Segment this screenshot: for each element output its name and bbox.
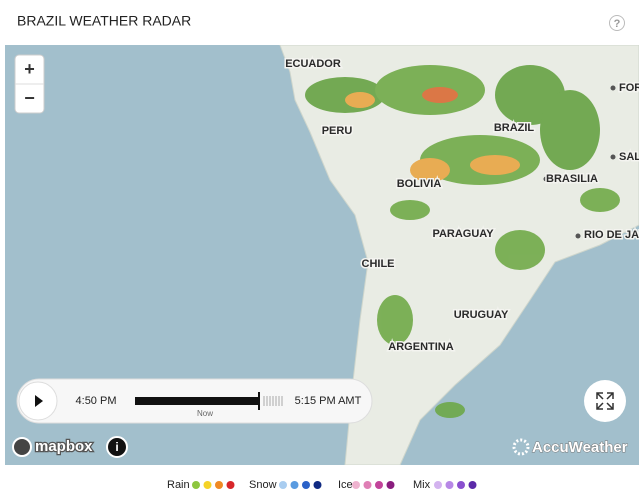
city-dot <box>575 233 581 239</box>
map-label: FOR <box>619 82 639 94</box>
legend-swatch <box>375 481 383 489</box>
legend-label: Snow <box>249 479 277 491</box>
mapbox-logo[interactable] <box>12 437 32 457</box>
map-label: BRASILIA <box>546 173 598 185</box>
legend-label: Mix <box>413 479 431 491</box>
title: BRAZIL WEATHER RADAR <box>17 13 191 29</box>
play-icon[interactable] <box>35 395 43 407</box>
legend-swatch <box>215 481 223 489</box>
legend-swatch <box>313 481 322 489</box>
city-dot <box>610 85 616 91</box>
map-label: SAL <box>619 151 639 163</box>
city-dot <box>610 154 616 160</box>
provider: AccuWeather <box>532 439 628 456</box>
map-label: URUGUAY <box>454 309 509 321</box>
help-button[interactable] <box>609 15 625 31</box>
legend-swatch <box>434 481 442 489</box>
map-label: PERU <box>322 125 353 137</box>
legend-swatch <box>363 481 372 489</box>
legend-swatch <box>290 481 299 489</box>
timeline-progress[interactable] <box>135 397 260 405</box>
zoom-in[interactable]: + <box>24 59 35 79</box>
legend-swatch <box>302 481 310 489</box>
fullscreen-button[interactable] <box>584 380 626 422</box>
info-button[interactable] <box>106 436 128 458</box>
map-label: ECUADOR <box>285 58 341 70</box>
map-label: CHILE <box>362 258 395 270</box>
end-time: 5:15 PM AMT <box>295 395 362 407</box>
timeline-remaining[interactable] <box>263 396 283 406</box>
legend-swatch <box>192 481 200 489</box>
legend-swatch <box>279 481 287 489</box>
legend-swatch <box>352 481 360 489</box>
legend-swatch <box>445 481 454 489</box>
help-icon[interactable]: ? <box>614 18 621 30</box>
legend-swatch <box>468 481 477 489</box>
radar-overlay <box>305 65 620 418</box>
map-label: BRAZIL <box>494 122 535 134</box>
now-label: Now <box>197 409 213 418</box>
start-time: 4:50 PM <box>76 395 117 407</box>
legend-label: Rain <box>167 479 190 491</box>
city-dot <box>543 176 549 182</box>
legend: Rain Snow Ice Mix <box>167 479 477 491</box>
map-label: PARAGUAY <box>432 228 494 240</box>
map-label: ARGENTINA <box>388 341 453 353</box>
zoom-out[interactable]: − <box>24 88 35 108</box>
map[interactable]: ECUADOR PERU BRAZIL BOLIVIA BRASILIA PAR… <box>5 45 639 465</box>
map-label: RIO DE JAN <box>584 229 639 241</box>
legend-swatch <box>226 481 235 489</box>
legend-label: Ice <box>338 479 353 491</box>
fullscreen-icon[interactable] <box>596 392 614 410</box>
accuweather-logo <box>512 438 530 456</box>
info-icon[interactable]: i <box>115 440 118 454</box>
mapbox-text[interactable]: mapbox <box>34 437 95 457</box>
map-label: BOLIVIA <box>397 178 442 190</box>
legend-swatch <box>457 481 465 489</box>
legend-swatch <box>203 481 212 489</box>
legend-swatch <box>386 481 395 489</box>
